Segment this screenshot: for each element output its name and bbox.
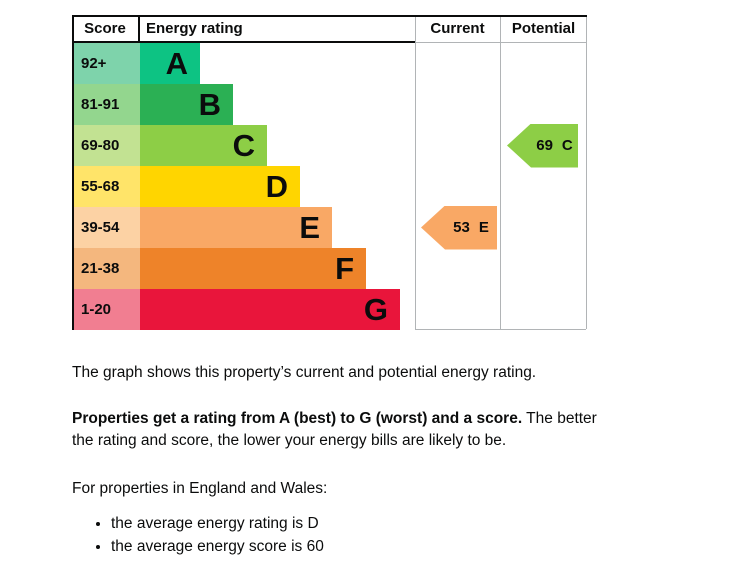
epc-page: Score Energy rating Current Potential 92… [0, 0, 739, 558]
chart-top-border [72, 15, 587, 17]
rating-bar-d: D [140, 166, 300, 207]
energy-rating-chart: Score Energy rating Current Potential 92… [72, 15, 587, 330]
list-item-average-rating: the average energy rating is D [111, 513, 612, 535]
rating-bar-a: A [140, 43, 200, 84]
band-letter-c: C [232, 128, 255, 163]
chart-bottom-border [415, 329, 586, 330]
description-text: The graph shows this property’s current … [72, 362, 612, 558]
score-range-e: 39-54 [72, 207, 140, 248]
score-range-b: 81-91 [72, 84, 140, 125]
band-row-e: 39-54 E [72, 207, 415, 248]
rating-bar-b: B [140, 84, 233, 125]
band-row-g: 1-20 G [72, 289, 415, 330]
band-letter-g: G [363, 292, 388, 327]
score-range-g: 1-20 [72, 289, 140, 330]
current-rating-arrow: 53 E [421, 205, 497, 250]
rating-info-line2: the rating and score, the lower your ene… [72, 432, 507, 449]
header-potential: Potential [511, 20, 576, 37]
score-range-f: 21-38 [72, 248, 140, 289]
chart-header-row: Score Energy rating Current Potential [72, 17, 587, 41]
band-letter-a: A [165, 46, 188, 81]
chart-right-border [586, 17, 587, 329]
band-letter-b: B [198, 87, 221, 122]
score-range-d: 55-68 [72, 166, 140, 207]
rating-bands: 92+ A 81-91 B 69-80 C 55-68 D 39-54 E 21… [72, 43, 415, 330]
rating-info-bold: Properties get a rating from A (best) to… [72, 410, 523, 427]
header-energy-rating: Energy rating [146, 20, 243, 37]
potential-band: C [561, 137, 573, 154]
rating-bar-e: E [140, 207, 332, 248]
current-score: 53 [453, 219, 470, 236]
rating-current-divider [415, 17, 416, 329]
header-score: Score [72, 17, 140, 41]
current-potential-divider [500, 17, 501, 329]
score-range-a: 92+ [72, 43, 140, 84]
paragraph-graph-description: The graph shows this property’s current … [72, 364, 537, 381]
average-stats-list: the average energy rating is D the avera… [72, 513, 612, 558]
list-item-average-score: the average energy score is 60 [111, 536, 612, 558]
score-range-c: 69-80 [72, 125, 140, 166]
band-row-f: 21-38 F [72, 248, 415, 289]
header-current: Current [430, 20, 485, 37]
paragraph-rating-info: Properties get a rating from A (best) to… [72, 408, 612, 452]
band-row-a: 92+ A [72, 43, 415, 84]
rating-bar-g: G [140, 289, 400, 330]
rating-info-rest-line1: The better [522, 410, 597, 427]
band-letter-d: D [265, 169, 288, 204]
band-row-b: 81-91 B [72, 84, 415, 125]
potential-score: 69 [536, 137, 553, 154]
rating-bar-f: F [140, 248, 366, 289]
current-band: E [478, 219, 489, 236]
paragraph-england-wales: For properties in England and Wales: [72, 480, 328, 497]
rating-bar-c: C [140, 125, 267, 166]
header-underline [72, 41, 415, 43]
band-row-c: 69-80 C [72, 125, 415, 166]
band-letter-e: E [299, 210, 320, 245]
potential-rating-arrow: 69 C [507, 123, 578, 168]
band-letter-f: F [335, 251, 354, 286]
chart-left-border [72, 15, 74, 330]
band-row-d: 55-68 D [72, 166, 415, 207]
